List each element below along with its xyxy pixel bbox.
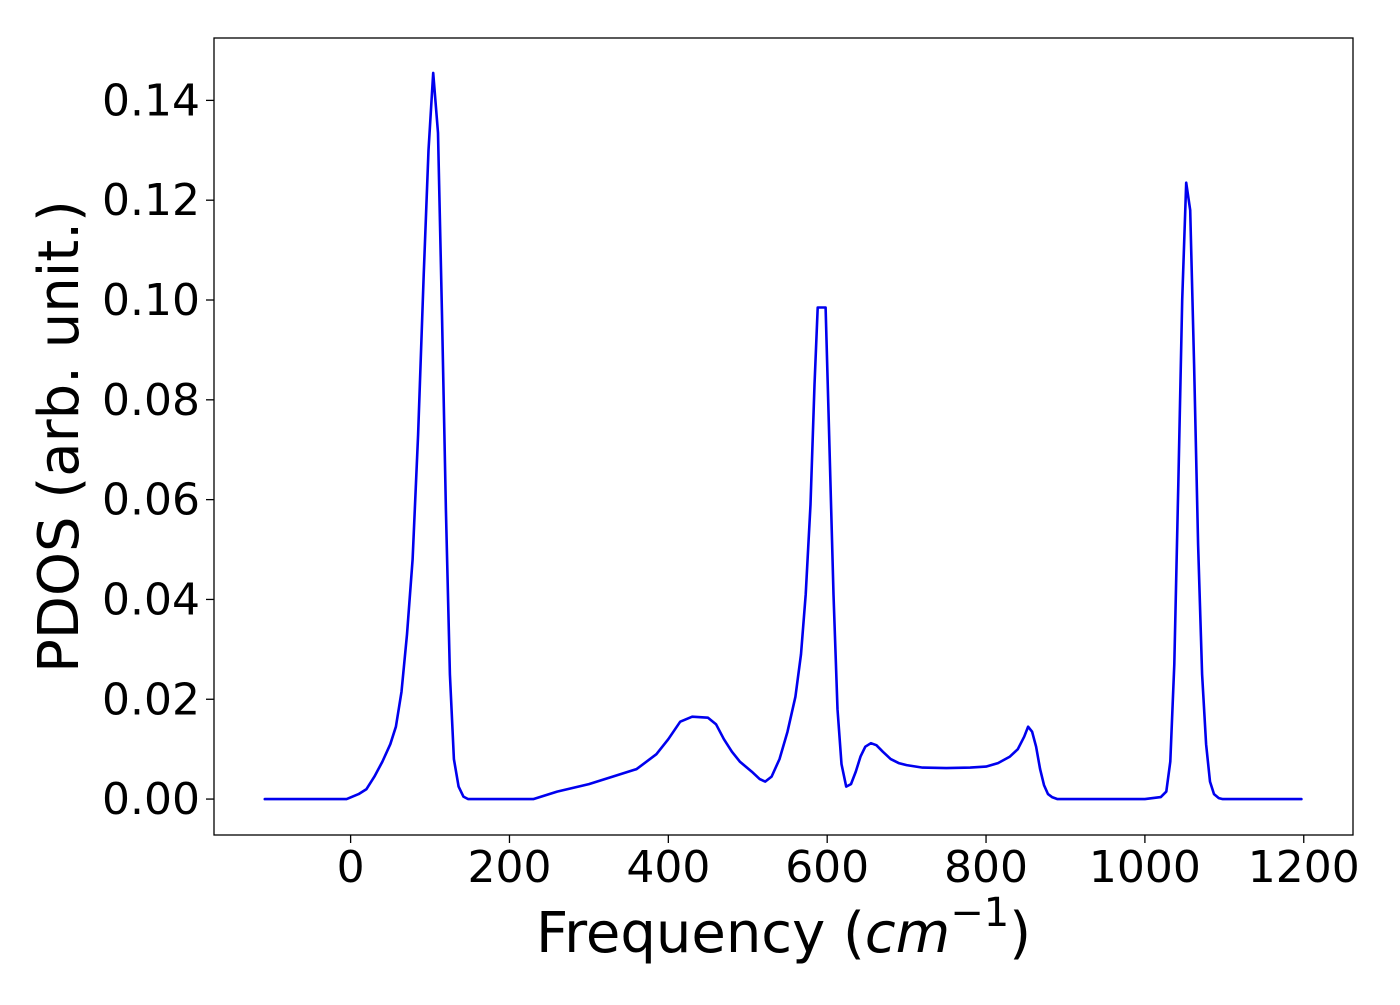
x-tick-label: 400 [626,842,710,893]
y-axis-label: PDOS (arb. unit.) [27,200,92,673]
y-tick-label: 0.12 [102,175,200,226]
x-axis-label-main: Frequency ( [536,901,865,966]
x-axis-label: Frequency (cm−1) [536,890,1031,966]
y-tick-label: 0.00 [102,774,200,825]
x-tick-label: 1000 [1089,842,1201,893]
y-tick-label: 0.10 [102,275,200,326]
x-axis-label-close: ) [1009,901,1031,966]
y-tick-label: 0.06 [102,475,200,526]
y-tick-label: 0.04 [102,574,200,625]
x-axis-label-unit: cm [865,901,950,966]
y-axis-ticks: 0.00 0.02 0.04 0.06 0.08 0.10 0.12 0.14 [102,75,214,825]
x-tick-label: 0 [337,842,365,893]
axes-frame [213,37,1354,836]
x-tick-label: 1200 [1248,842,1360,893]
series-layer [263,71,1303,801]
y-tick-label: 0.08 [102,375,200,426]
x-tick-label: 200 [467,842,551,893]
x-tick-label: 800 [944,842,1028,893]
plot-area: 0 200 400 600 800 1000 1200 0.000.020.040.060.… [102,37,1360,893]
x-axis-ticks: 0 200 400 600 800 1000 1200 [337,835,1360,893]
pdos-series-line [263,71,1303,801]
y-tick-label: 0.02 [102,674,200,725]
y-tick-label: 0.14 [102,75,200,126]
x-axis-label-exponent: −1 [950,890,1009,936]
x-tick-label: 600 [785,842,869,893]
